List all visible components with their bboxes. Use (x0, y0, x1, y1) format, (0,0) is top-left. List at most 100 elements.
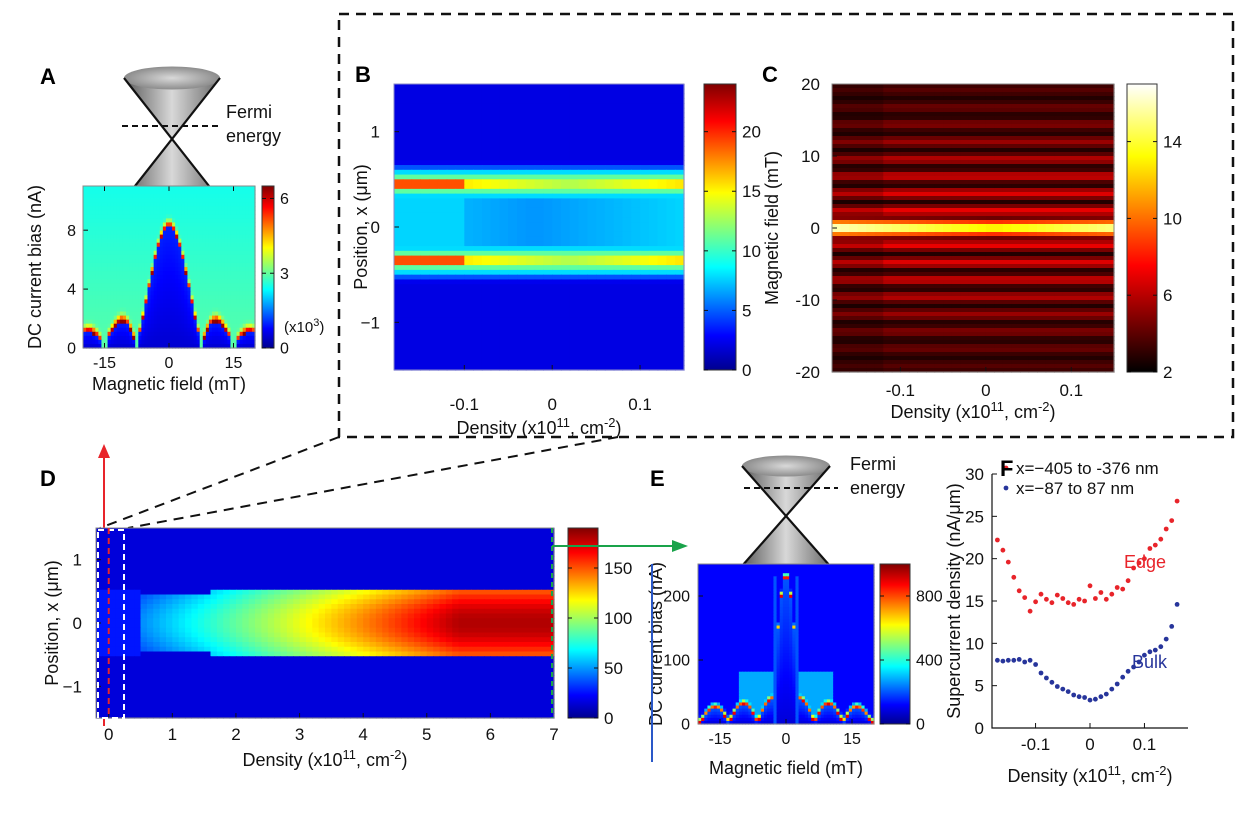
heatmap-cell (126, 319, 130, 325)
heatmap-cell (473, 312, 483, 319)
heatmap-cell (657, 250, 668, 257)
heatmap-cell (675, 236, 685, 242)
heatmap-cell (631, 207, 641, 214)
heatmap-cell (1088, 140, 1098, 145)
heatmap-cell (883, 160, 893, 165)
heatmap-cell (648, 184, 659, 190)
heatmap-cell (951, 88, 961, 93)
heatmap-cell (196, 250, 201, 256)
heatmap-cell (119, 287, 124, 292)
heatmap-cell (122, 254, 127, 260)
heatmap-cell (622, 227, 632, 233)
heatmap-cell (236, 283, 241, 288)
heatmap-cell (900, 100, 910, 105)
heatmap-cell (631, 303, 641, 309)
heatmap-cell (437, 198, 448, 204)
heatmap-cell (147, 202, 152, 207)
heatmap-cell (587, 355, 597, 362)
heatmap-cell (437, 255, 448, 261)
heatmap-cell (464, 126, 474, 133)
heatmap-cell (104, 226, 109, 232)
heatmap-cell (517, 227, 527, 233)
heatmap-cell (613, 84, 624, 90)
heatmap-cell (437, 246, 448, 252)
heatmap-cell (86, 331, 90, 337)
heatmap-cell (883, 132, 893, 137)
heatmap-cell (230, 327, 235, 333)
heatmap-cell (891, 164, 901, 169)
heatmap-cell (159, 271, 164, 276)
heatmap-cell (236, 311, 241, 317)
heatmap-cell (242, 287, 247, 292)
heatmap-cell (165, 267, 170, 272)
heatmap-cell (221, 210, 225, 215)
heatmap-cell (394, 93, 404, 99)
heatmap-cell (218, 267, 222, 272)
heatmap-cell (552, 298, 562, 304)
heatmap-cell (446, 236, 457, 242)
heatmap-cell (165, 287, 170, 292)
heatmap-cell (1096, 124, 1107, 129)
heatmap-cell (446, 155, 457, 161)
heatmap-cell (394, 217, 404, 223)
heatmap-cell (205, 206, 210, 211)
heatmap-cell (129, 214, 133, 219)
x-tick-label: 15 (225, 355, 243, 372)
heatmap-cell (242, 238, 247, 244)
heatmap-cell (248, 262, 253, 268)
heatmap-cell (499, 212, 509, 219)
heatmap-cell (455, 255, 465, 261)
heatmap-cell (205, 222, 210, 228)
heatmap-cell (156, 210, 161, 215)
heatmap-cell (631, 179, 641, 185)
heatmap-cell (205, 307, 210, 313)
heatmap-cell (116, 218, 121, 224)
heatmap-cell (420, 160, 430, 166)
heatmap-cell (420, 155, 430, 161)
heatmap-cell (119, 262, 124, 268)
heatmap-cell (169, 226, 173, 232)
heatmap-cell (224, 275, 228, 280)
heatmap-cell (473, 207, 483, 214)
heatmap-cell (943, 132, 953, 137)
heatmap-cell (977, 152, 987, 157)
heatmap-cell (196, 202, 201, 207)
heatmap-cell (604, 165, 615, 171)
heatmap-cell (552, 265, 562, 271)
heatmap-cell (578, 308, 588, 314)
heatmap-cell (543, 346, 553, 352)
heatmap-cell (411, 250, 421, 257)
heatmap-cell (640, 250, 650, 257)
heatmap-cell (926, 84, 936, 89)
heatmap-cell (473, 327, 483, 333)
heatmap-cell (245, 186, 250, 191)
heatmap-cell (248, 186, 253, 191)
heatmap-cell (666, 184, 676, 190)
heatmap-cell (960, 88, 970, 93)
heatmap-cell (1071, 128, 1081, 133)
heatmap-cell (236, 214, 241, 219)
heatmap-cell (429, 303, 439, 309)
heatmap-cell (446, 198, 457, 204)
heatmap-cell (437, 188, 448, 195)
heatmap-cell (251, 271, 256, 276)
heatmap-cell (141, 307, 146, 313)
heatmap-cell (193, 307, 198, 313)
heatmap-cell (156, 303, 161, 309)
heatmap-cell (394, 246, 404, 252)
heatmap-cell (215, 206, 219, 211)
heatmap-cell (251, 262, 256, 268)
heatmap-cell (891, 148, 901, 153)
heatmap-cell (552, 122, 562, 128)
heatmap-cell (1062, 124, 1072, 129)
heatmap-cell (98, 210, 103, 215)
heatmap-cell (113, 267, 118, 272)
heatmap-cell (135, 271, 139, 276)
heatmap-cell (1062, 92, 1072, 97)
heatmap-cell (420, 198, 430, 204)
heatmap-cell (107, 234, 112, 240)
heatmap-cell (640, 160, 650, 166)
heatmap-cell (490, 260, 501, 266)
heatmap-cell (508, 193, 518, 199)
heatmap-cell (221, 323, 225, 329)
